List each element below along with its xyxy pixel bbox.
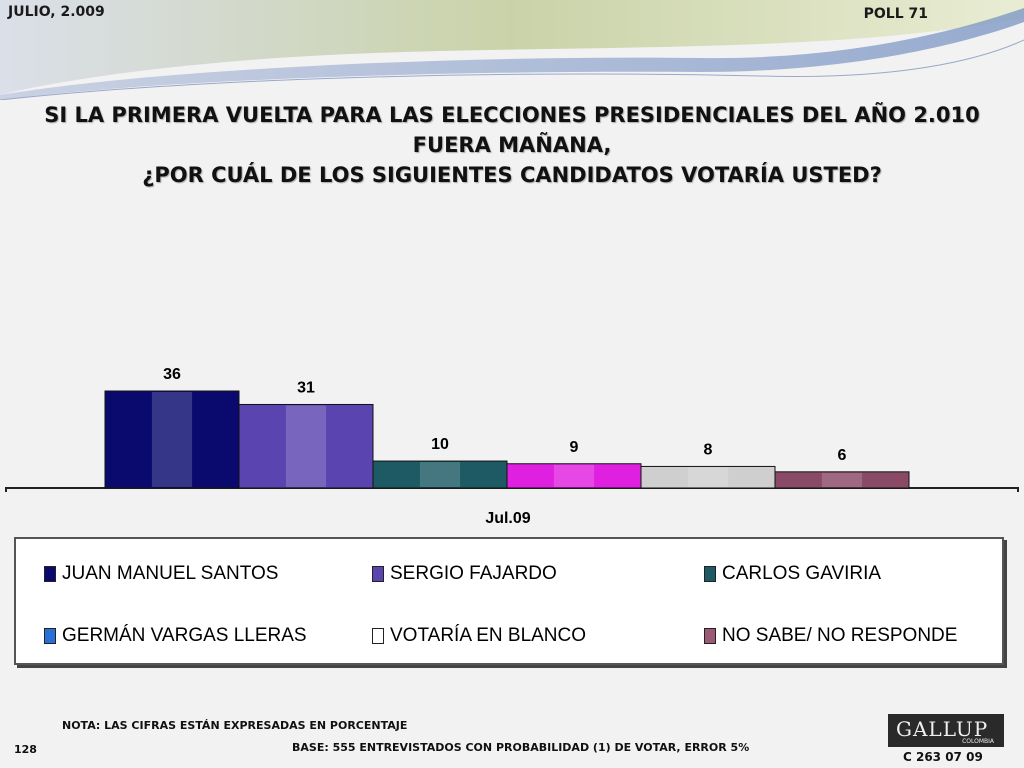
legend-swatch bbox=[704, 566, 716, 582]
logo-text: GALLUP bbox=[896, 717, 989, 741]
legend-label: VOTARÍA EN BLANCO bbox=[390, 625, 587, 646]
bar bbox=[506, 463, 642, 489]
legend-label: SERGIO FAJARDO bbox=[390, 563, 557, 584]
data-label: 31 bbox=[297, 379, 315, 396]
legend-item: JUAN MANUEL SANTOS bbox=[44, 563, 278, 585]
bar-chart: 36 31 10 9 8 6 Jul.09 bbox=[5, 366, 1019, 527]
legend-label: JUAN MANUEL SANTOS bbox=[62, 563, 279, 584]
legend-item: SERGIO FAJARDO bbox=[372, 563, 557, 585]
data-label: 9 bbox=[570, 439, 579, 456]
data-label: 8 bbox=[704, 441, 713, 458]
title-line-2: FUERA MAÑANA, bbox=[412, 133, 612, 157]
legend-swatch bbox=[372, 628, 384, 644]
legend-label: NO SABE/ NO RESPONDE bbox=[722, 625, 958, 646]
header-swoosh bbox=[0, 0, 1024, 100]
bar-highlight bbox=[419, 462, 461, 487]
title-line-3: ¿POR CUÁL DE LOS SIGUIENTES CANDIDATOS V… bbox=[142, 163, 882, 187]
bar bbox=[238, 403, 374, 489]
data-label: 6 bbox=[838, 447, 847, 464]
header-poll: POLL 71 bbox=[863, 6, 928, 22]
data-label: 10 bbox=[431, 436, 449, 453]
x-axis-line bbox=[5, 487, 1019, 492]
header-date: JULIO, 2.009 bbox=[8, 4, 105, 20]
slide-title: SI LA PRIMERA VUELTA PARA LAS ELECCIONES… bbox=[20, 100, 1004, 190]
legend-item: NO SABE/ NO RESPONDE bbox=[704, 625, 957, 647]
footnote: NOTA: LAS CIFRAS ESTÁN EXPRESADAS EN POR… bbox=[62, 719, 408, 732]
report-code: C 263 07 09 bbox=[903, 750, 983, 764]
legend-label: GERMÁN VARGAS LLERAS bbox=[62, 625, 307, 646]
legend-swatch bbox=[44, 628, 56, 644]
bar-highlight bbox=[285, 405, 327, 487]
legend-label: CARLOS GAVIRIA bbox=[722, 563, 882, 584]
bar bbox=[774, 471, 910, 489]
gallup-logo: GALLUP COLOMBIA bbox=[888, 714, 1004, 747]
legend-item: CARLOS GAVIRIA bbox=[704, 563, 881, 585]
chart-legend: JUAN MANUEL SANTOS SERGIO FAJARDO CARLOS… bbox=[14, 537, 1004, 665]
legend-item: GERMÁN VARGAS LLERAS bbox=[44, 625, 307, 647]
legend-swatch bbox=[704, 628, 716, 644]
logo-subtext: COLOMBIA bbox=[962, 738, 994, 745]
legend-swatch bbox=[372, 566, 384, 582]
bar-highlight bbox=[687, 467, 729, 487]
title-line-1: SI LA PRIMERA VUELTA PARA LAS ELECCIONES… bbox=[44, 103, 980, 127]
sample-base: BASE: 555 ENTREVISTADOS CON PROBABILIDAD… bbox=[292, 741, 750, 754]
legend-item: VOTARÍA EN BLANCO bbox=[372, 625, 586, 647]
legend-swatch bbox=[44, 566, 56, 582]
bar-highlight bbox=[821, 472, 863, 487]
bar bbox=[372, 460, 508, 489]
page-number: 128 bbox=[14, 743, 37, 756]
bar-highlight bbox=[553, 464, 595, 487]
bar-highlight bbox=[151, 392, 193, 487]
data-label: 36 bbox=[163, 366, 181, 383]
x-tick-label: Jul.09 bbox=[485, 510, 530, 527]
bar bbox=[104, 390, 240, 489]
